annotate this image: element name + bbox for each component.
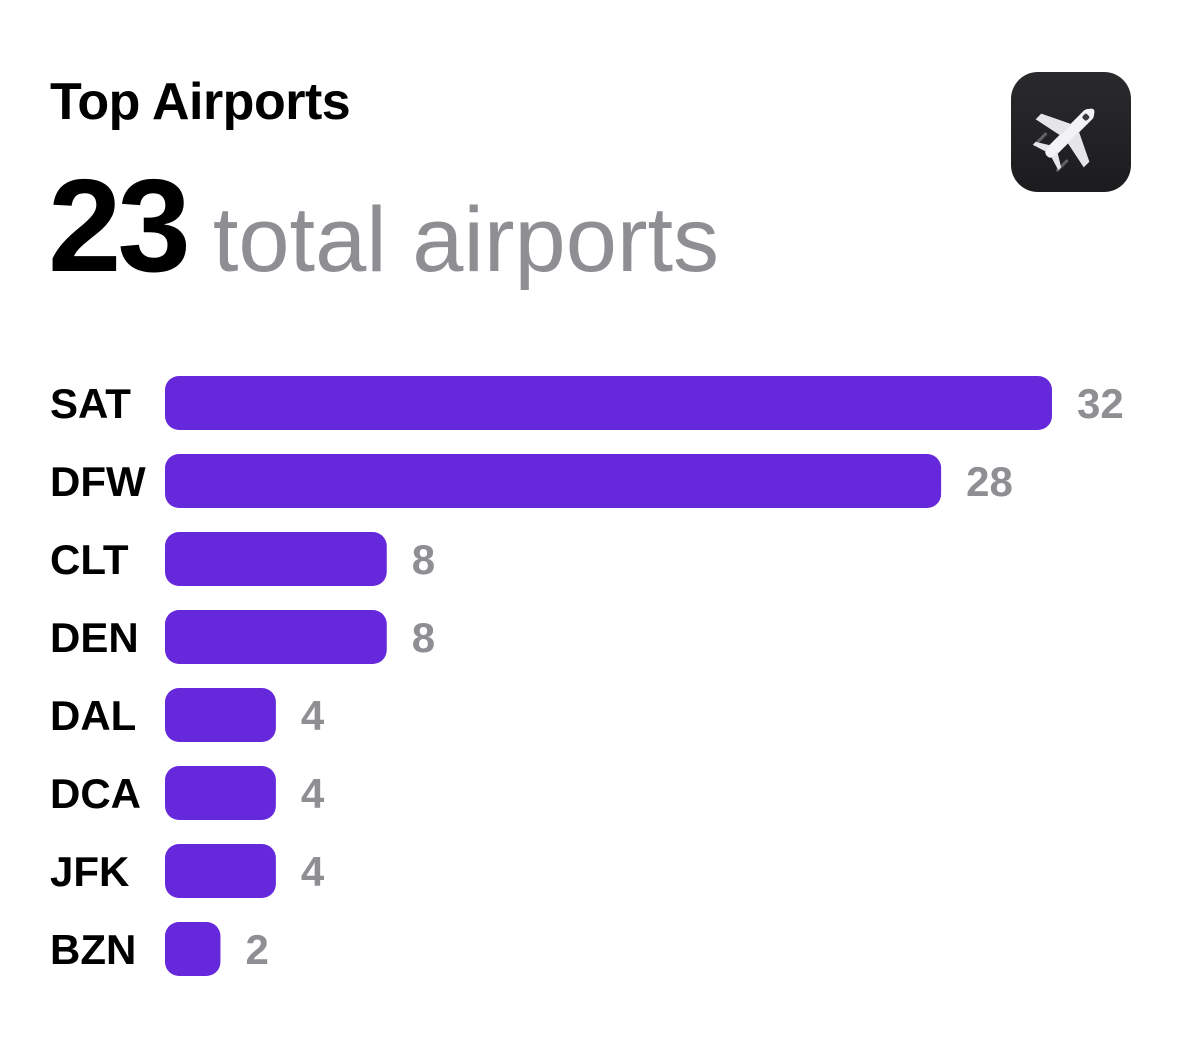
bar-value-dal: 4 [301, 692, 325, 739]
bar-value-bzn: 2 [245, 926, 268, 973]
total-count: 23 [48, 152, 191, 299]
bar-label-dal: DAL [50, 692, 136, 739]
bar-label-dfw: DFW [50, 458, 146, 505]
total-summary: 23 total airports [48, 160, 719, 292]
bar-dca [165, 766, 276, 820]
bar-value-den: 8 [412, 614, 435, 661]
airplane-icon [1032, 108, 1095, 172]
chart-title: Top Airports [50, 73, 351, 131]
bar-jfk [165, 844, 276, 898]
bar-clt [165, 532, 387, 586]
bar-value-dca: 4 [301, 770, 325, 817]
bar-value-sat: 32 [1077, 380, 1124, 427]
bar-label-clt: CLT [50, 536, 129, 583]
total-label: total airports [212, 189, 720, 291]
bar-label-den: DEN [50, 614, 139, 661]
bar-dal [165, 688, 276, 742]
airplane-app-icon[interactable] [1011, 72, 1131, 192]
bar-label-sat: SAT [50, 380, 131, 427]
bar-label-jfk: JFK [50, 848, 129, 895]
bar-bzn [165, 922, 221, 976]
bar-dfw [165, 454, 942, 508]
bar-value-jfk: 4 [301, 848, 325, 895]
bar-sat [165, 376, 1052, 430]
bar-value-clt: 8 [412, 536, 435, 583]
bar-den [165, 610, 387, 664]
bar-label-bzn: BZN [50, 926, 136, 973]
bar-label-dca: DCA [50, 770, 141, 817]
bar-value-dfw: 28 [966, 458, 1013, 505]
